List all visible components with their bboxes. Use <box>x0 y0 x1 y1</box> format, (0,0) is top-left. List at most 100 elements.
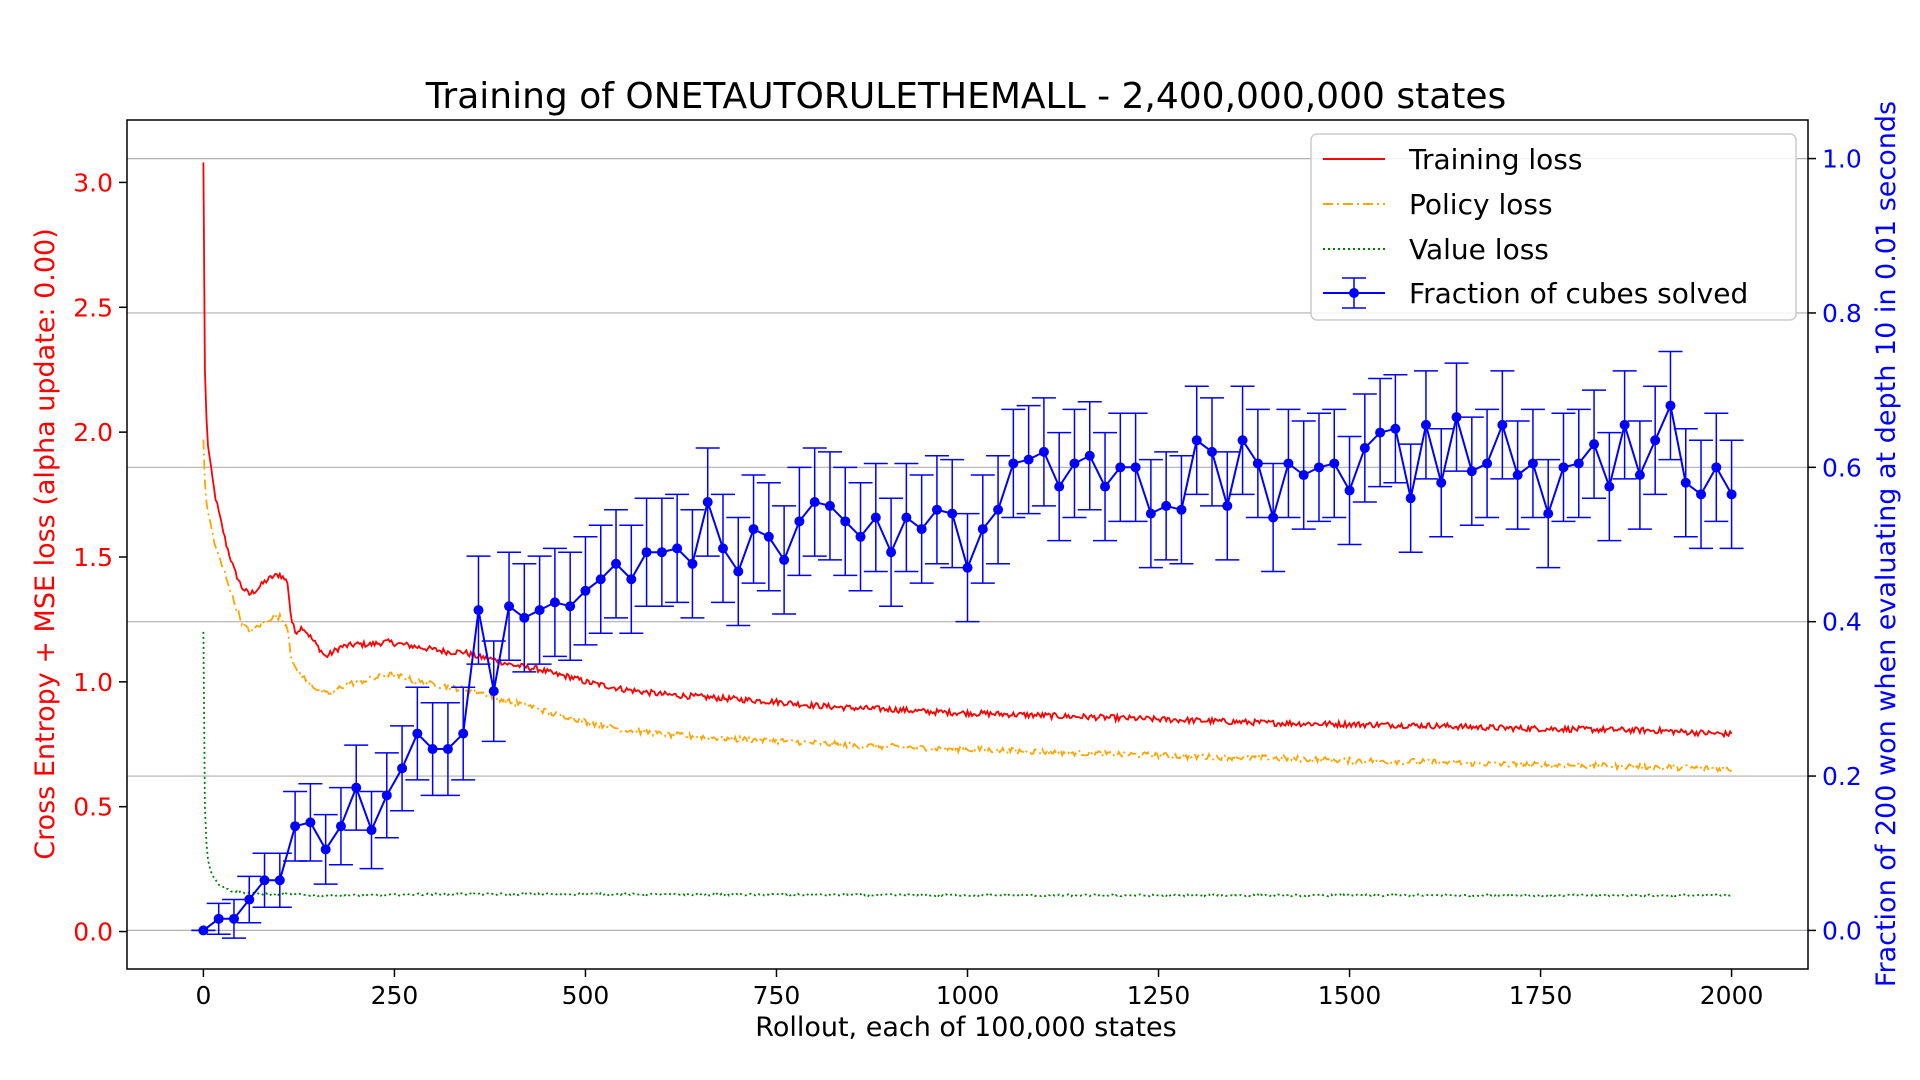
data-point-48 <box>931 504 942 515</box>
data-point-17 <box>458 728 469 739</box>
data-point-70 <box>1268 512 1279 523</box>
data-point-2 <box>228 913 239 924</box>
y-right-tick-label-5: 1.0 <box>1822 145 1862 174</box>
data-point-87 <box>1527 458 1538 469</box>
data-point-73 <box>1313 462 1324 473</box>
y-right-tick-label-3: 0.6 <box>1822 453 1862 482</box>
data-point-13 <box>397 763 408 774</box>
data-point-38 <box>779 554 790 565</box>
data-point-68 <box>1237 435 1248 446</box>
data-point-23 <box>549 597 560 608</box>
data-point-12 <box>381 790 392 801</box>
data-point-88 <box>1543 508 1554 519</box>
data-point-93 <box>1619 419 1630 430</box>
y-right-axis: 0.0 0.2 0.4 0.6 0.8 1.0 <box>1808 145 1862 945</box>
data-point-51 <box>977 524 988 535</box>
data-point-15 <box>427 744 438 755</box>
y-left-tick-label-2: 1.0 <box>73 668 113 697</box>
data-point-89 <box>1558 462 1569 473</box>
data-point-43 <box>855 531 866 542</box>
data-point-75 <box>1344 485 1355 496</box>
x-axis-label: Rollout, each of 100,000 states <box>755 1012 1176 1043</box>
x-tick-label-4: 1000 <box>936 981 1000 1010</box>
data-point-45 <box>886 547 897 558</box>
series-line-solved <box>202 402 1733 932</box>
data-point-99 <box>1711 462 1722 473</box>
data-point-21 <box>519 612 530 623</box>
data-point-14 <box>412 728 423 739</box>
data-point-77 <box>1375 427 1386 438</box>
data-point-6 <box>290 821 301 832</box>
data-point-47 <box>916 524 927 535</box>
data-point-65 <box>1191 435 1202 446</box>
y-right-tick-label-0: 0.0 <box>1822 916 1862 945</box>
data-point-91 <box>1589 439 1600 450</box>
series-layer <box>191 162 1744 939</box>
data-point-46 <box>901 512 912 523</box>
data-point-54 <box>1023 454 1034 465</box>
data-point-22 <box>534 605 545 616</box>
data-point-20 <box>504 601 515 612</box>
data-point-18 <box>473 605 484 616</box>
legend-label-value: Value loss <box>1409 233 1549 266</box>
data-point-69 <box>1252 458 1263 469</box>
y-left-tick-label-4: 2.0 <box>73 418 113 447</box>
x-tick-label-8: 2000 <box>1700 981 1764 1010</box>
data-point-31 <box>672 543 683 554</box>
data-point-96 <box>1665 400 1676 411</box>
y-left-tick-label-1: 0.5 <box>73 793 113 822</box>
series-line-training <box>202 162 1733 739</box>
data-point-56 <box>1054 481 1065 492</box>
data-point-27 <box>611 558 622 569</box>
legend-label-training: Training loss <box>1408 143 1582 176</box>
data-point-25 <box>580 585 591 596</box>
data-point-29 <box>641 547 652 558</box>
data-point-40 <box>809 497 820 508</box>
data-point-84 <box>1482 458 1493 469</box>
y-left-axis-label: Cross Entropy + MSE loss (alpha update: … <box>30 228 61 860</box>
x-tick-label-0: 0 <box>195 981 211 1010</box>
x-tick-label-6: 1500 <box>1318 981 1382 1010</box>
x-tick-label-3: 750 <box>753 981 801 1010</box>
data-point-85 <box>1497 419 1508 430</box>
chart-title: Training of ONETAUTORULETHEMALL - 2,400,… <box>425 76 1507 117</box>
data-point-11 <box>366 825 377 836</box>
data-point-36 <box>748 524 759 535</box>
data-point-49 <box>947 508 958 519</box>
x-axis: 0 250 500 750 1000 1250 1500 1750 2000 <box>195 969 1763 1010</box>
data-point-4 <box>259 875 270 886</box>
y-right-axis-label: Fraction of 200 won when evaluating at d… <box>1871 101 1902 987</box>
data-point-86 <box>1512 470 1523 481</box>
x-tick-label-2: 500 <box>562 981 610 1010</box>
legend: Training loss Policy loss Value loss Fra… <box>1310 133 1797 321</box>
data-point-50 <box>962 562 973 573</box>
y-left-axis: 0.0 0.5 1.0 1.5 2.0 2.5 3.0 <box>73 168 127 947</box>
data-point-60 <box>1115 462 1126 473</box>
data-point-97 <box>1680 477 1691 488</box>
data-point-52 <box>993 504 1004 515</box>
data-point-33 <box>702 497 713 508</box>
x-tick-label-7: 1750 <box>1509 981 1573 1010</box>
data-point-35 <box>733 566 744 577</box>
data-point-79 <box>1405 493 1416 504</box>
data-point-71 <box>1283 458 1294 469</box>
data-point-81 <box>1436 477 1447 488</box>
legend-label-solved: Fraction of cubes solved <box>1409 277 1748 310</box>
series-line-value <box>202 631 1732 898</box>
data-point-19 <box>488 686 499 697</box>
data-point-57 <box>1069 458 1080 469</box>
data-point-61 <box>1130 462 1141 473</box>
data-point-78 <box>1390 423 1401 434</box>
data-point-64 <box>1176 504 1187 515</box>
data-point-34 <box>717 543 728 554</box>
data-point-100 <box>1726 489 1737 500</box>
data-point-98 <box>1696 489 1707 500</box>
data-point-32 <box>687 558 698 569</box>
data-point-80 <box>1420 419 1431 430</box>
data-point-66 <box>1207 446 1218 457</box>
data-point-62 <box>1145 508 1156 519</box>
data-point-10 <box>351 782 362 793</box>
data-point-9 <box>335 821 346 832</box>
legend-swatch-solved-marker <box>1349 288 1359 298</box>
data-point-3 <box>244 894 255 905</box>
